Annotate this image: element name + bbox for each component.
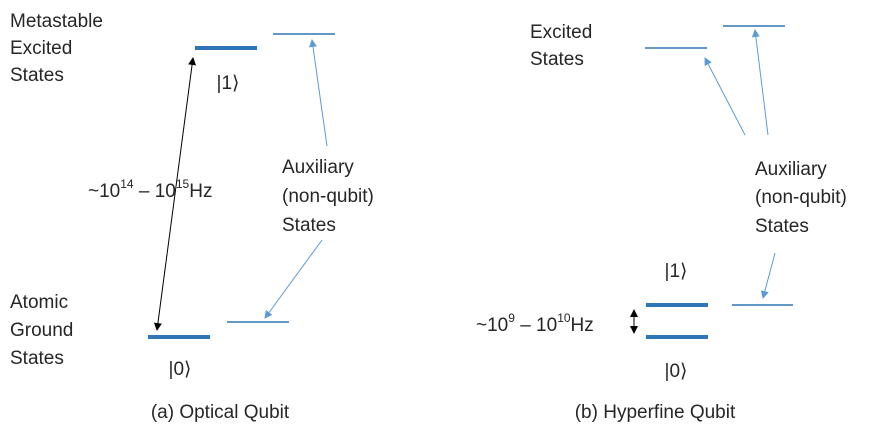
aux-arrow: [760, 252, 776, 299]
label: Metastable: [10, 11, 103, 32]
label: States: [10, 65, 64, 86]
label: (non-qubit): [282, 186, 374, 207]
label: States: [530, 49, 584, 70]
aux-arrow: [309, 39, 328, 147]
ket: |0⟩: [665, 361, 688, 382]
caption: (a) Optical Qubit: [151, 402, 290, 423]
caption: (b) Hyperfine Qubit: [575, 402, 736, 423]
aux-arrow: [751, 29, 769, 136]
label: Auxiliary: [755, 159, 827, 180]
label: (non-qubit): [755, 187, 847, 208]
aux-arrow: [264, 239, 323, 319]
label: Atomic: [10, 292, 68, 313]
label: Auxiliary: [282, 157, 354, 178]
ket: |1⟩: [665, 261, 688, 282]
transition-arrow: [153, 57, 197, 331]
frequency: ~109 – 1010Hz: [476, 311, 594, 336]
frequency: ~1014 – 1015Hz: [88, 177, 212, 202]
label: States: [755, 216, 809, 237]
label: Ground: [10, 320, 73, 341]
label: Excited: [530, 22, 592, 43]
label: Excited: [10, 38, 72, 59]
aux-arrow: [704, 57, 746, 136]
label: States: [10, 348, 64, 369]
label: States: [282, 215, 336, 236]
ket: |0⟩: [169, 359, 192, 380]
ket: |1⟩: [217, 73, 240, 94]
